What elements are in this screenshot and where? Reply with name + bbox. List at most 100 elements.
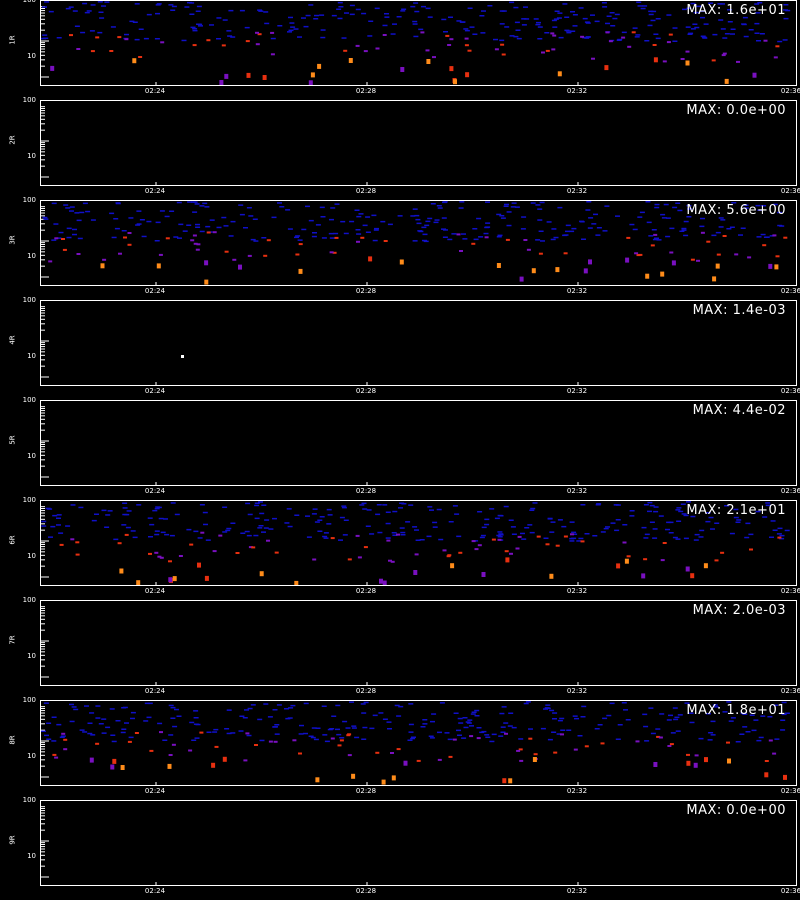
data-cell-low: [355, 8, 361, 11]
data-cell-mid: [199, 731, 204, 734]
data-cell-low: [687, 33, 693, 35]
data-cell-mid: [762, 244, 767, 247]
data-cell-low: [543, 537, 549, 539]
data-cell-low: [705, 713, 711, 715]
data-cell-low: [272, 517, 277, 520]
data-cell-low: [516, 37, 522, 40]
data-cell-low: [503, 505, 509, 508]
data-cell-low: [195, 10, 201, 12]
data-cell-low: [603, 527, 609, 530]
data-cell-low: [476, 727, 482, 729]
data-cell-high: [653, 762, 658, 767]
data-cell-mid: [669, 251, 674, 254]
data-cell-low: [257, 9, 263, 11]
data-cell-mid: [706, 240, 711, 243]
data-cell-low: [244, 709, 249, 711]
data-cell-low: [358, 213, 364, 215]
data-cell-low: [557, 12, 563, 14]
data-cell-mid: [476, 737, 481, 740]
data-cell-mid: [59, 543, 64, 546]
data-cell-low: [498, 533, 504, 535]
data-cell-low: [101, 509, 107, 512]
x-tick-label: 02:28: [355, 287, 377, 295]
data-cell-low: [496, 236, 502, 238]
data-cell-low: [385, 537, 391, 539]
data-cell-low: [412, 20, 418, 23]
data-cell-mid: [491, 538, 496, 541]
data-cell-low: [572, 25, 578, 27]
data-cell-low: [524, 18, 530, 20]
x-tick-label: 02:28: [355, 387, 377, 395]
data-cell-low: [209, 219, 215, 221]
data-cell-low: [155, 506, 161, 508]
data-cell-low: [422, 723, 428, 725]
data-cell-high: [752, 72, 757, 78]
data-cell-low: [44, 734, 49, 737]
data-cell-low: [581, 705, 587, 708]
data-cell-low: [529, 531, 535, 534]
data-cell-low: [779, 534, 785, 537]
data-cell-mid: [76, 48, 81, 50]
data-cell-high: [348, 58, 353, 63]
max-value-label: MAX: 1.4e-03: [692, 303, 786, 318]
data-cell-low: [556, 17, 562, 19]
data-cell-low: [259, 512, 265, 515]
data-cell-low: [530, 507, 536, 510]
data-cell-high: [685, 60, 690, 66]
data-cell-low: [687, 208, 693, 210]
data-cell-low: [414, 214, 420, 217]
data-cell-low: [82, 731, 88, 733]
data-cell-mid: [668, 33, 673, 36]
data-cell-low: [136, 504, 142, 506]
data-cell-low: [134, 3, 140, 5]
data-cell-low: [414, 10, 420, 13]
data-cell-low: [523, 702, 529, 705]
data-cell-low: [530, 202, 536, 204]
data-cell-mid: [696, 259, 700, 262]
data-cell-mid: [330, 737, 335, 740]
data-cell-low: [513, 35, 519, 38]
data-cell-low: [485, 222, 491, 224]
data-cell-low: [658, 515, 664, 517]
data-cell-low: [661, 217, 667, 219]
data-cell-low: [425, 220, 431, 223]
data-cell-mid: [726, 741, 730, 744]
data-cell-low: [285, 717, 291, 720]
data-cell-mid: [171, 743, 176, 746]
data-cell-low: [400, 531, 406, 534]
x-tick-label: 02:28: [355, 87, 377, 95]
data-cell-low: [762, 516, 768, 518]
data-cell-low: [754, 32, 760, 34]
data-cell-mid: [390, 752, 394, 754]
data-cell-low: [174, 513, 180, 516]
data-cell-mid: [154, 551, 159, 554]
data-cell-mid: [295, 253, 300, 256]
data-cell-low: [460, 21, 466, 23]
data-cell-low: [274, 724, 280, 726]
data-cell-high: [110, 764, 115, 770]
data-cell-mid: [446, 555, 451, 558]
y-tick-label: 10: [27, 352, 36, 360]
data-cell-low: [365, 231, 371, 233]
data-cell-low: [238, 204, 244, 206]
data-cell-low: [337, 17, 343, 20]
data-cell-low: [515, 29, 521, 31]
data-cell-mid: [255, 31, 259, 34]
data-cell-high: [653, 57, 658, 63]
data-cell-low: [259, 739, 265, 742]
data-cell-high: [219, 80, 224, 85]
data-cell-low: [369, 533, 375, 535]
data-cell-low: [305, 14, 311, 17]
data-cell-mid: [517, 535, 522, 538]
data-cell-high: [259, 571, 264, 577]
data-cell-low: [481, 526, 487, 529]
data-cell-high: [112, 758, 117, 764]
data-cell-low: [677, 209, 683, 212]
data-cell-low: [170, 502, 176, 504]
data-cell-low: [447, 238, 453, 241]
data-cell-low: [479, 731, 485, 734]
data-cell-low: [464, 29, 470, 32]
data-cell-low: [362, 726, 368, 729]
data-cell-low: [226, 527, 232, 530]
data-cell-low: [169, 210, 175, 212]
